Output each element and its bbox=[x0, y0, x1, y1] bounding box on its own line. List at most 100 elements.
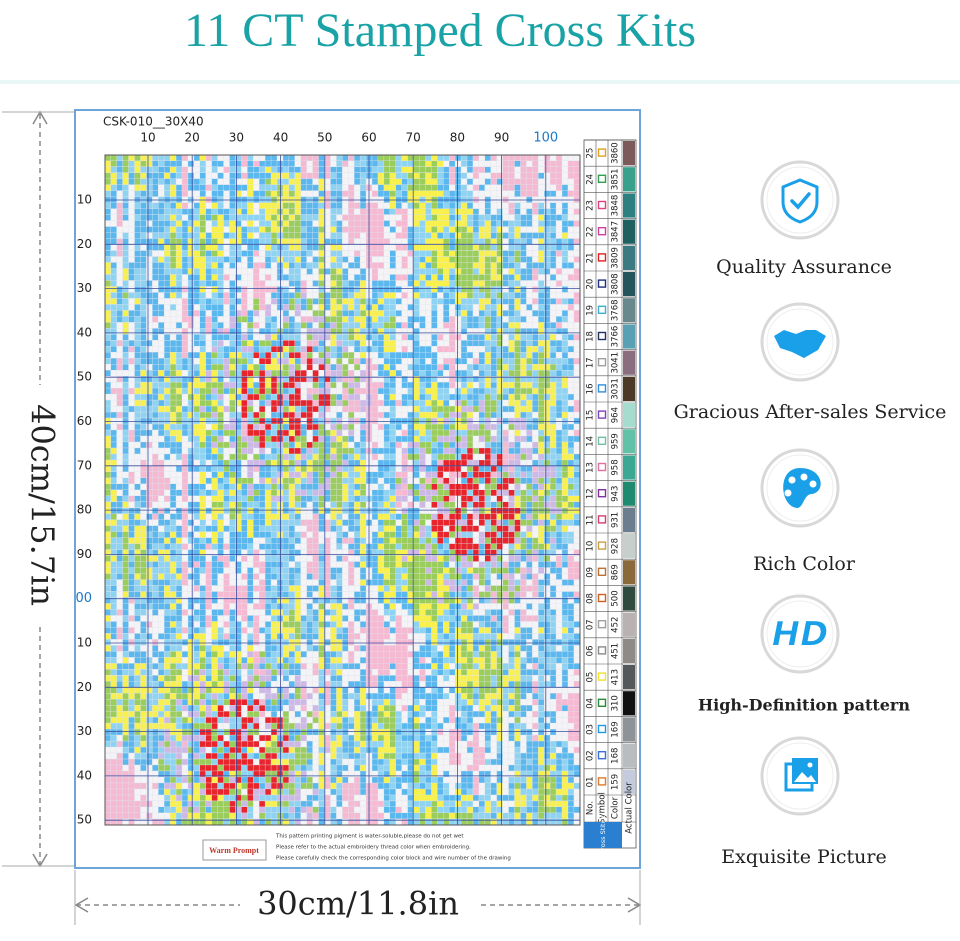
legend-swatch bbox=[623, 455, 635, 480]
legend-symbol bbox=[597, 541, 607, 550]
legend-symbol bbox=[597, 358, 607, 367]
legend-swatch bbox=[623, 245, 635, 270]
title-underline bbox=[0, 80, 960, 84]
legend-caption-box bbox=[584, 822, 622, 848]
legend-swatch bbox=[623, 769, 635, 794]
legend-symbol bbox=[597, 672, 607, 681]
legend-color-code: 3860 bbox=[611, 142, 621, 164]
legend-color-code: 3847 bbox=[611, 221, 621, 243]
warm-prompt-note: Please refer to the actual embroidery th… bbox=[276, 845, 471, 851]
legend-number: 12 bbox=[586, 488, 596, 499]
legend-caption: Cross Stitch bbox=[599, 816, 607, 855]
legend-number: 07 bbox=[586, 619, 596, 630]
legend-number: 25 bbox=[586, 148, 596, 159]
feature-label: High-Definition pattern bbox=[698, 696, 910, 715]
pattern-cells bbox=[200, 340, 521, 813]
legend-number: 19 bbox=[586, 305, 596, 316]
legend-symbol bbox=[597, 384, 607, 393]
legend-swatch bbox=[623, 272, 635, 297]
feature-icon-inner bbox=[766, 600, 834, 668]
picture-mountain bbox=[794, 772, 816, 782]
legend-symbol bbox=[597, 646, 607, 655]
legend-color-code: 159 bbox=[611, 774, 621, 790]
title: 11 CT Stamped Cross Kits bbox=[184, 4, 696, 57]
feature-label: Rich Color bbox=[753, 553, 856, 575]
warm-prompt-note: This pattern printing pigment is water-s… bbox=[275, 834, 464, 840]
legend-color-code: 3766 bbox=[611, 326, 621, 348]
left-axis-label: 80 bbox=[77, 503, 92, 517]
legend-symbol bbox=[597, 489, 607, 498]
left-axis-label: 50 bbox=[77, 370, 92, 384]
top-axis-label: 40 bbox=[273, 131, 288, 145]
legend-color-code: 413 bbox=[611, 669, 621, 685]
legend-color-code: 168 bbox=[611, 748, 621, 764]
legend-swatch bbox=[623, 429, 635, 454]
legend-color-code: 500 bbox=[611, 590, 621, 606]
left-axis-label: 90 bbox=[77, 547, 92, 561]
top-axis-label: 100 bbox=[533, 131, 558, 146]
width-label-bg bbox=[240, 885, 480, 925]
warm-prompt-notes: This pattern printing pigment is water-s… bbox=[275, 834, 511, 862]
legend-color-code: 931 bbox=[611, 512, 621, 528]
left-axis-label: 40 bbox=[77, 325, 92, 339]
palette-dot bbox=[784, 489, 792, 497]
warm-prompt-title: Warm Prompt bbox=[209, 846, 259, 855]
legend-swatch bbox=[623, 350, 635, 375]
legend-number: 08 bbox=[586, 593, 596, 604]
legend-swatch bbox=[623, 612, 635, 637]
top-axis-label: 10 bbox=[140, 131, 155, 145]
legend-color-code: 869 bbox=[611, 564, 621, 580]
top-axis-label: 60 bbox=[361, 131, 376, 145]
left-axis-label: 50 bbox=[77, 813, 92, 827]
legend-swatch bbox=[623, 298, 635, 323]
legend-swatch bbox=[623, 219, 635, 244]
left-axis-label: 70 bbox=[77, 458, 92, 472]
feature-icon-inner bbox=[766, 166, 834, 234]
warm-prompt-box bbox=[202, 839, 267, 861]
legend-header: Symbol bbox=[598, 792, 608, 824]
legend-swatch bbox=[623, 376, 635, 401]
legend-swatch bbox=[623, 507, 635, 532]
legend-color-code: 310 bbox=[611, 695, 621, 711]
legend-number: 13 bbox=[586, 462, 596, 473]
legend-symbol bbox=[597, 410, 607, 419]
legend-number: 14 bbox=[586, 436, 596, 447]
legend-number: 22 bbox=[586, 226, 596, 237]
handshake-icon bbox=[774, 330, 826, 358]
top-axis-label: 20 bbox=[185, 131, 200, 145]
legend-swatch bbox=[623, 403, 635, 428]
features: Quality Assurance Gracious After-sales Se… bbox=[674, 160, 946, 868]
shield-icon bbox=[781, 178, 819, 224]
legend-number: 23 bbox=[586, 200, 596, 211]
legend-number: 24 bbox=[586, 174, 596, 185]
legend-number: 06 bbox=[586, 645, 596, 656]
legend-color-code: 3768 bbox=[611, 299, 621, 321]
legend-symbol bbox=[597, 724, 607, 734]
width-label: 30cm/11.8in bbox=[257, 885, 459, 923]
legend-number: 04 bbox=[586, 698, 596, 709]
legend-number: 16 bbox=[586, 383, 596, 394]
legend-symbol bbox=[597, 567, 607, 576]
legend-number: 01 bbox=[586, 776, 596, 787]
legend-number: 02 bbox=[586, 750, 596, 761]
left-axis-label: 30 bbox=[77, 281, 92, 295]
legend-symbol bbox=[597, 620, 607, 629]
check-icon bbox=[790, 192, 811, 210]
legend-symbol bbox=[597, 279, 607, 288]
feature-label: Quality Assurance bbox=[716, 256, 892, 278]
legend-color-code: 964 bbox=[611, 407, 621, 423]
picture-sun bbox=[807, 762, 813, 768]
legend-number: 05 bbox=[586, 672, 596, 683]
height-label: 40cm/15.7in bbox=[24, 404, 62, 606]
left-axis-label: 20 bbox=[77, 680, 92, 694]
height-label-bg bbox=[22, 385, 58, 625]
legend-number: 17 bbox=[586, 357, 596, 368]
legend-swatch bbox=[623, 691, 635, 716]
feature-label: Exquisite Picture bbox=[721, 846, 887, 868]
legend-symbol bbox=[597, 698, 607, 707]
pattern-frame bbox=[104, 154, 581, 826]
legend-header: No. bbox=[586, 801, 596, 815]
top-axis-label: 70 bbox=[406, 131, 421, 145]
legend-swatch bbox=[623, 560, 635, 585]
top-axis-label: 30 bbox=[229, 131, 244, 145]
